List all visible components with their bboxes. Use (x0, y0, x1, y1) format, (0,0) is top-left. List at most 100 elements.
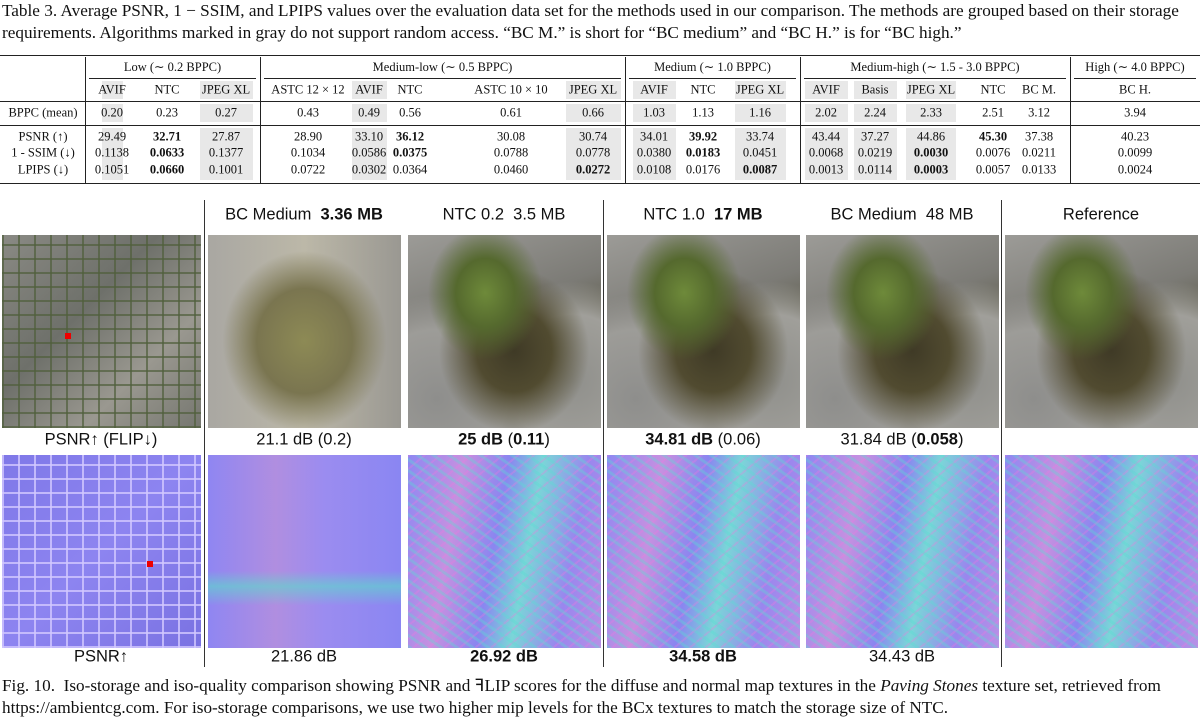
row-label: PSNR (↑) (18, 129, 68, 144)
cell: 0.0087 (742, 162, 778, 177)
group-underline (804, 78, 1066, 79)
column-header: NTC 1.0 17 MB (643, 206, 762, 225)
text-segment: 0.058 (916, 430, 958, 449)
text-segment: BC Medium (225, 205, 321, 224)
gray-cell (804, 128, 848, 180)
ntc-02-normal (408, 455, 601, 648)
cell: 2.51 (982, 105, 1004, 120)
cell: 44.86 (916, 129, 946, 144)
cell: 1.13 (692, 105, 714, 120)
cell: 0.1034 (290, 145, 326, 160)
divider (204, 200, 205, 667)
normal-score: 21.86 dB (271, 648, 337, 667)
text-segment: NTC 0.2 3.5 MB (442, 205, 566, 224)
gray-cell (853, 104, 897, 122)
text-segment: 3.36 MB (320, 205, 383, 224)
text-segment: 34.43 dB (868, 647, 936, 666)
cell: 45.30 (978, 129, 1008, 144)
cell: 0.0211 (1022, 145, 1056, 160)
column-header: AVIF (355, 82, 383, 97)
gray-cell (101, 81, 123, 99)
cell: 0.43 (297, 105, 319, 120)
divider (1001, 200, 1002, 667)
cell: 0.0722 (290, 162, 326, 177)
gray-cell (734, 104, 786, 122)
cell: 1.16 (749, 105, 771, 120)
gray-cell (199, 104, 253, 122)
group-underline (1074, 78, 1196, 79)
gray-cell (804, 81, 848, 99)
cell: 43.44 (811, 129, 841, 144)
text-segment: 34.58 dB (669, 647, 737, 666)
gray-cell (632, 81, 676, 99)
cell: 32.71 (152, 129, 182, 144)
column-header: Basis (861, 82, 889, 97)
cell: 29.49 (97, 129, 127, 144)
cell: 0.0133 (1021, 162, 1057, 177)
table-rule (0, 125, 1200, 126)
cell: 0.1001 (208, 162, 244, 177)
column-separator (800, 57, 801, 183)
gray-cell (906, 128, 956, 180)
crop-marker (147, 561, 153, 567)
table-rule (0, 55, 1200, 56)
cell: 0.1051 (94, 162, 130, 177)
column-header: NTC 0.2 3.5 MB (443, 206, 566, 225)
cell: 37.27 (860, 129, 890, 144)
group-header: Medium-high (∼ 1.5 - 3.0 BPPC) (850, 60, 1020, 74)
cell: 0.0375 (392, 145, 428, 160)
cell: 0.1138 (95, 145, 129, 160)
diffuse-score: 31.84 dB (0.058) (841, 431, 964, 450)
group-underline (264, 78, 621, 79)
column-header: AVIF (640, 82, 668, 97)
gray-cell (853, 128, 897, 180)
gray-cell (853, 81, 897, 99)
cell: 0.0778 (575, 145, 611, 160)
cell: 0.0176 (685, 162, 721, 177)
cell: 2.33 (920, 105, 942, 120)
cell: 30.08 (496, 129, 526, 144)
cell: 0.0030 (913, 145, 949, 160)
diffuse-score: 25 dB (0.11) (458, 431, 550, 450)
text-segment: (0.06) (713, 430, 761, 449)
cell: 0.0057 (975, 162, 1011, 177)
column-header: ASTC 12 × 12 (271, 82, 345, 97)
column-header: JPEG XL (906, 82, 956, 97)
cell: 0.1377 (208, 145, 244, 160)
cell: 0.27 (215, 105, 237, 120)
cell: 0.0272 (575, 162, 611, 177)
gray-cell (906, 104, 956, 122)
gray-cell (632, 128, 676, 180)
cell: 0.20 (101, 105, 123, 120)
text-segment: Fig. 10. Iso-storage and iso-quality com… (2, 676, 881, 695)
table-rule (0, 101, 1200, 102)
cell: 33.74 (745, 129, 775, 144)
cell: 0.0364 (392, 162, 428, 177)
text-segment: 31.84 dB ( (840, 430, 917, 449)
column-header: BC H. (1119, 82, 1151, 97)
ntc-10-diffuse (607, 235, 800, 428)
text-segment: 17 MB (714, 205, 763, 224)
row-label: 1 - SSIM (↓) (11, 145, 75, 160)
cell: 0.49 (358, 105, 380, 120)
group-header: Medium-low (∼ 0.5 BPPC) (372, 60, 513, 74)
cell: 0.56 (399, 105, 421, 120)
cell: 34.01 (639, 129, 669, 144)
group-underline (89, 78, 256, 79)
cell: 30.74 (578, 129, 608, 144)
column-header: BC Medium 48 MB (830, 206, 973, 225)
cell: 0.0660 (149, 162, 185, 177)
normal-score: 34.58 dB (669, 648, 737, 667)
diffuse-score: 21.1 dB (0.2) (256, 431, 351, 450)
cell: 37.38 (1024, 129, 1054, 144)
cell: 0.0003 (913, 162, 949, 177)
text-segment: Paving Stones (880, 676, 979, 695)
text-segment: ( (503, 430, 514, 449)
cell: 0.0024 (1117, 162, 1153, 177)
gray-cell (351, 104, 387, 122)
cell: 0.0302 (351, 162, 387, 177)
cell: 0.0633 (149, 145, 185, 160)
cell: 0.66 (582, 105, 604, 120)
cell: 1.03 (643, 105, 665, 120)
cell: 0.0108 (636, 162, 672, 177)
